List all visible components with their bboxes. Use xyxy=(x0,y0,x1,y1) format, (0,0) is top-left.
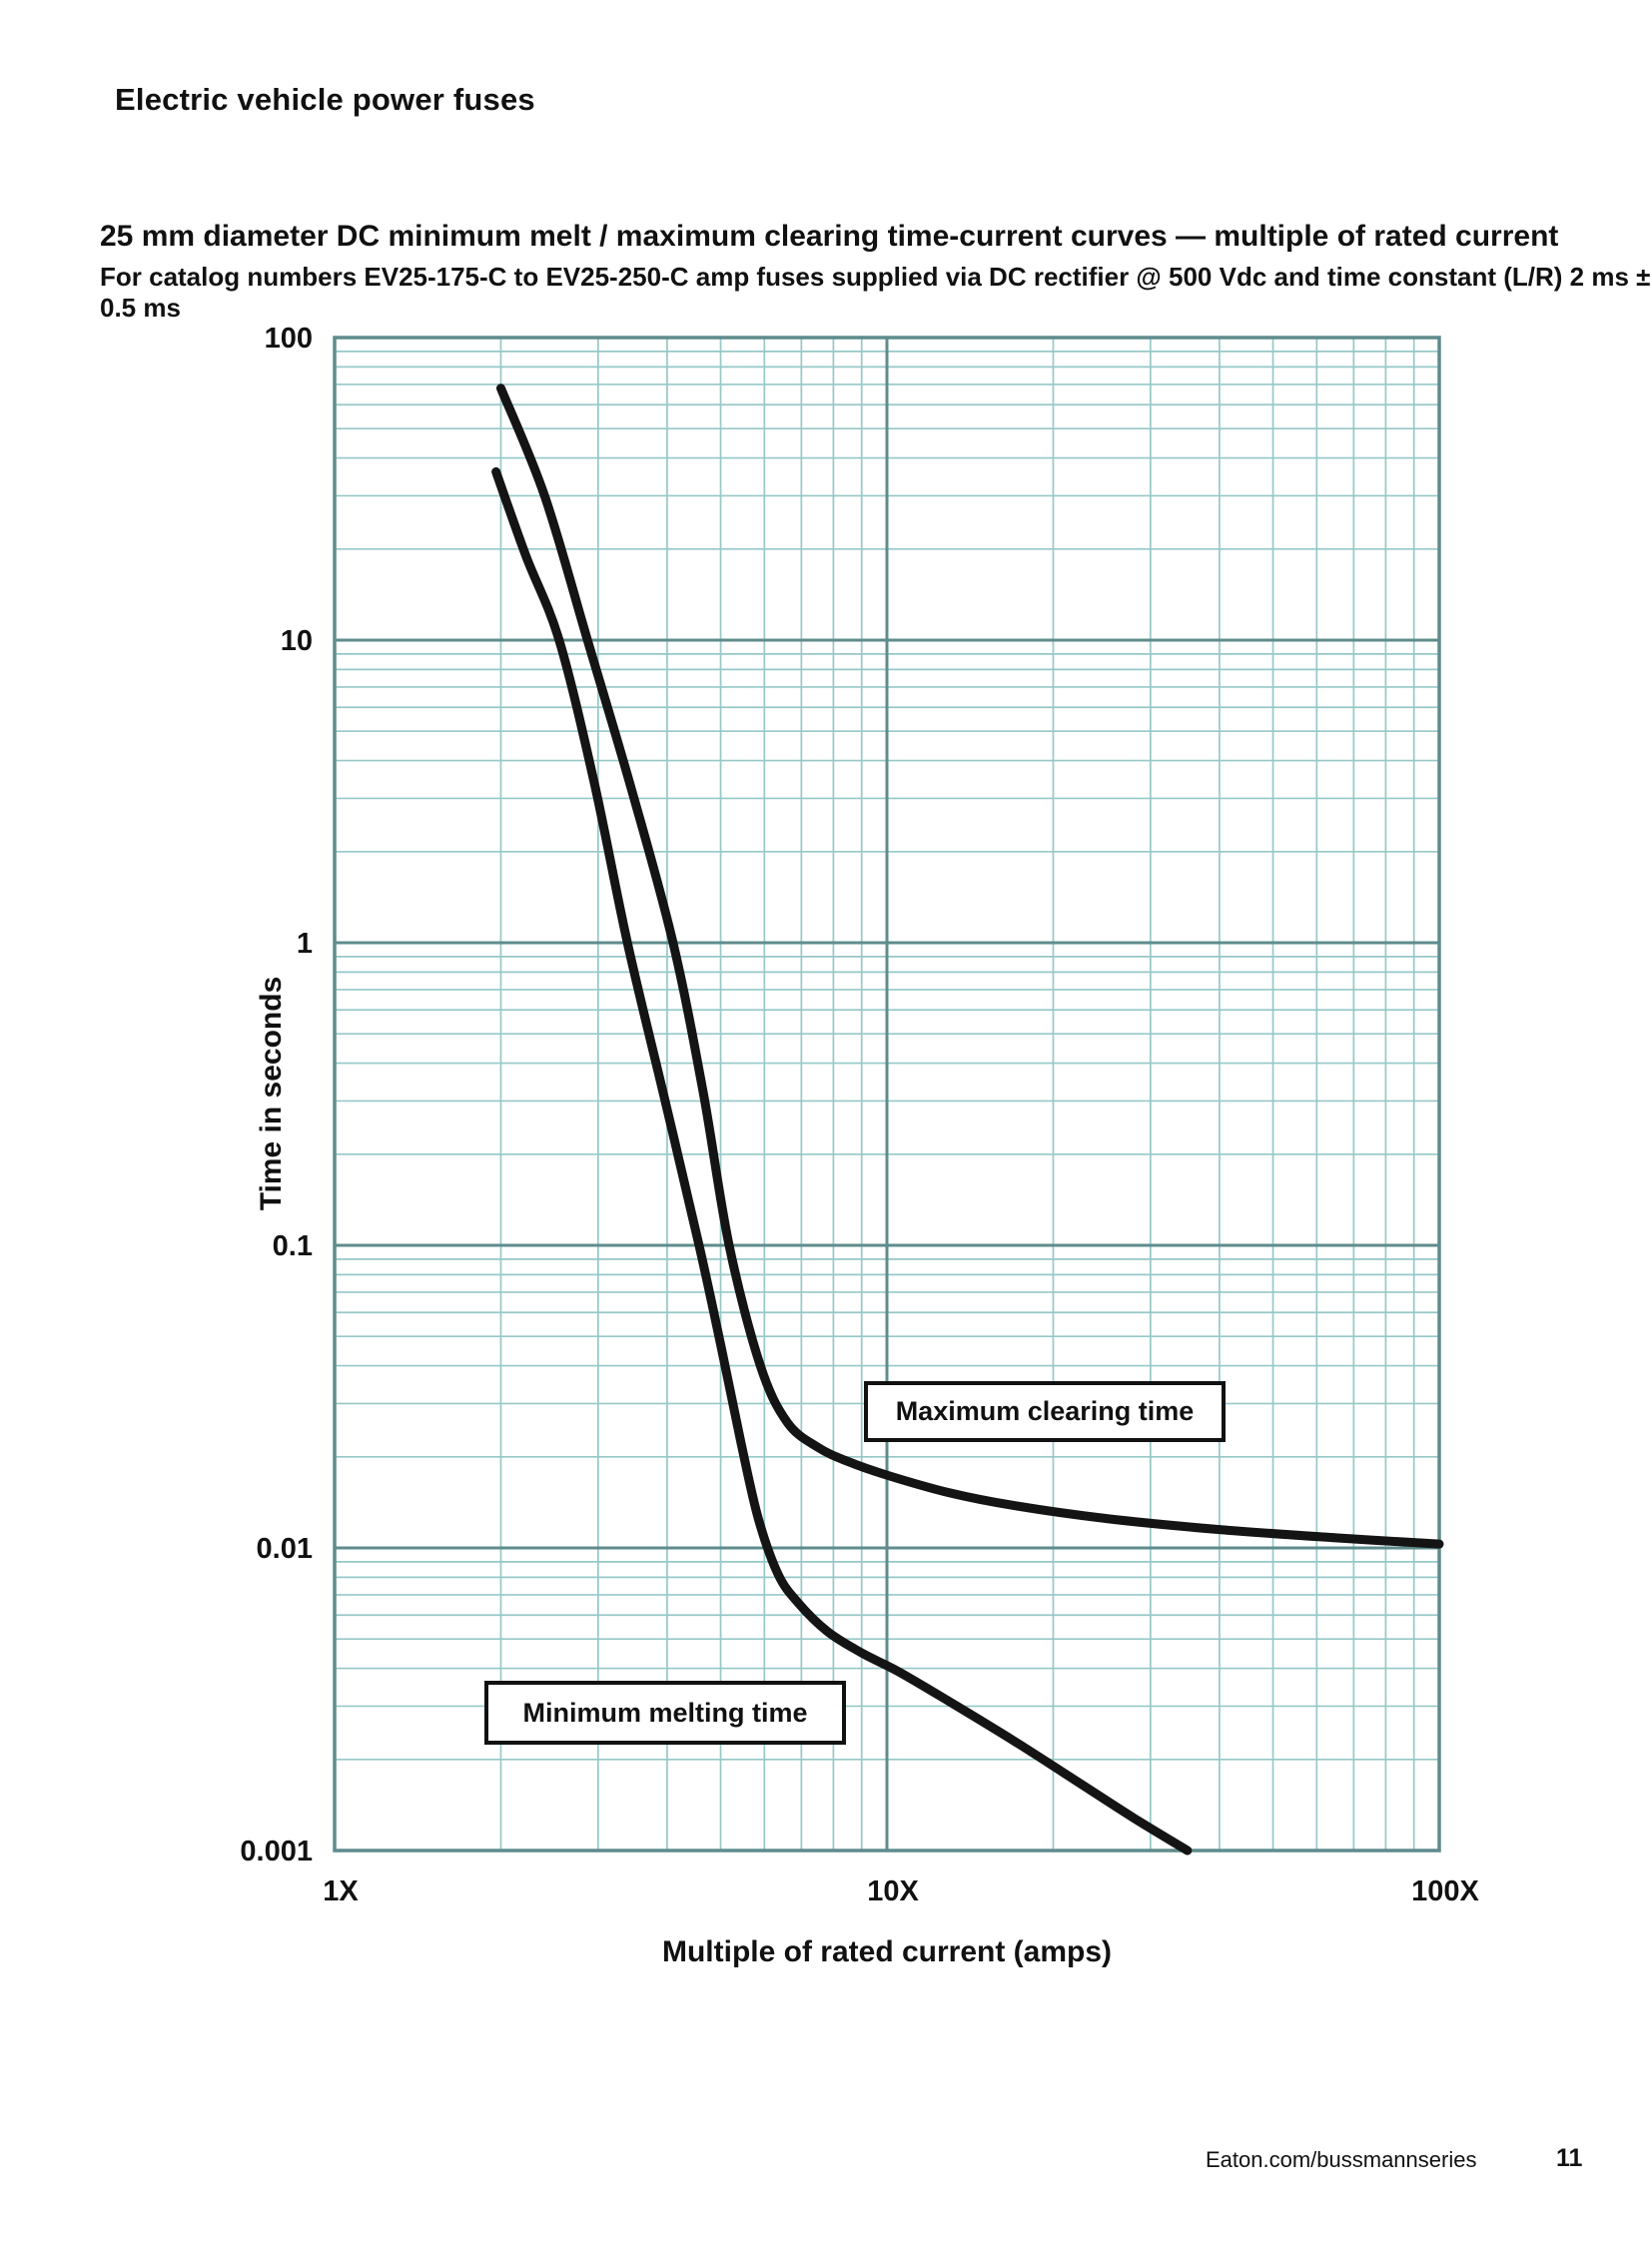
min-melting-time-label-box: Minimum melting time xyxy=(484,1681,846,1745)
footer-link[interactable]: Eaton.com/bussmannseries xyxy=(1206,2147,1477,2172)
y-axis-title: Time in seconds xyxy=(255,976,288,1211)
chart-title: 25 mm diameter DC minimum melt / maximum… xyxy=(100,220,1559,253)
x-tick-label: 100X xyxy=(1411,1875,1479,1907)
x-tick-label: 1X xyxy=(323,1875,359,1907)
y-tick-label: 0.001 xyxy=(240,1836,313,1868)
max-clearing-time-label: Maximum clearing time xyxy=(895,1396,1195,1426)
max-clearing-time-curve xyxy=(495,383,1444,1549)
max-clearing-time-label-box: Maximum clearing time xyxy=(864,1381,1226,1442)
page-header: Electric vehicle power fuses xyxy=(115,82,535,117)
x-axis-title: Multiple of rated current (amps) xyxy=(661,1935,1113,1968)
page-number: 11 xyxy=(1556,2144,1583,2172)
y-tick-label: 100 xyxy=(265,323,313,355)
y-tick-label: 0.01 xyxy=(257,1533,313,1565)
min-melting-time-curve xyxy=(491,466,1193,1856)
chart-subtitle: For catalog numbers EV25-175-C to EV25-2… xyxy=(100,262,1651,323)
y-tick-label: 1 xyxy=(297,928,313,960)
x-tick-label: 10X xyxy=(867,1875,919,1907)
min-melting-time-label: Minimum melting time xyxy=(522,1697,808,1728)
y-tick-label: 0.1 xyxy=(273,1230,313,1262)
y-tick-label: 10 xyxy=(281,625,313,657)
plot-border xyxy=(333,336,1441,1853)
